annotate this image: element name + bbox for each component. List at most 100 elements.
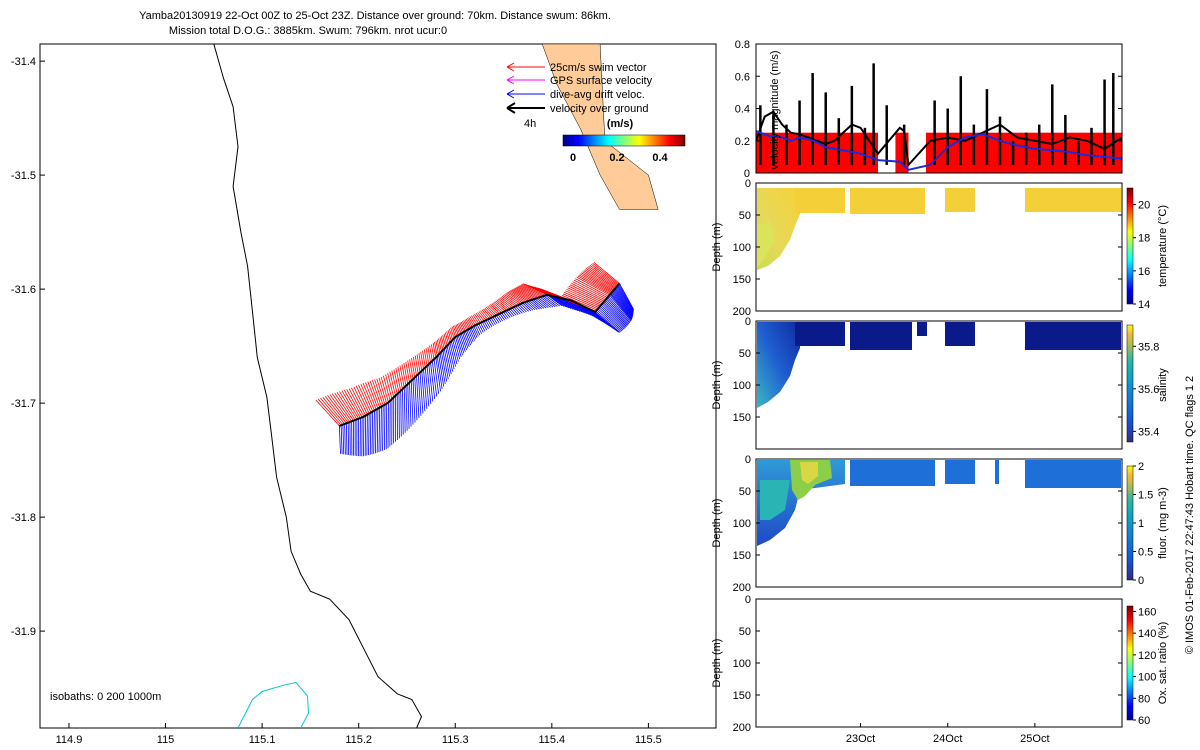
swim-vector: [360, 383, 374, 412]
map-panel: 114.9 115 115.1 115.2 115.3 115.4 115.5 -31.4-…: [11, 43, 717, 746]
swim-vector: [449, 328, 454, 340]
salinity-field-seg1: [795, 322, 845, 346]
drift-vector: [453, 338, 461, 360]
salinity-colorbar-ticks: 35.4 35.6 35.8: [1133, 341, 1159, 438]
temperature-colorbar-ticks: 14 16 18 20: [1133, 200, 1150, 311]
drift-vector: [610, 293, 633, 320]
date-tick-label: 25Oct: [1020, 733, 1049, 745]
swim-vector: [593, 262, 620, 284]
drift-vector: [532, 299, 545, 309]
swim-vector: [506, 292, 523, 304]
speed-colorbar-tick-2: 0.4: [652, 152, 668, 164]
drift-vector: [467, 329, 474, 343]
swim-vector: [450, 327, 455, 339]
drift-vector: [545, 295, 560, 307]
salinity-field-seg3: [917, 322, 927, 336]
drift-vector: [480, 322, 486, 332]
drift-vector: [428, 364, 434, 402]
vector-field: [315, 262, 635, 457]
drift-vector: [382, 405, 384, 451]
swim-vector: [420, 351, 424, 370]
drift-vector: [522, 302, 532, 311]
swim-vector: [516, 286, 539, 299]
oxygen-colorbar: [1126, 605, 1134, 721]
swim-vector: [492, 302, 504, 313]
map-ytick-label: -31.5: [11, 170, 36, 182]
swim-vector: [422, 350, 426, 368]
velocity-ytick-label: 0: [744, 168, 750, 180]
swim-vector: [494, 301, 506, 312]
swim-vector: [488, 305, 499, 315]
velocity-ytick-label: 0.6: [735, 71, 750, 83]
drift-vector: [448, 344, 455, 370]
salinity-colorbar: [1126, 324, 1134, 443]
drift-vector: [599, 305, 625, 330]
drift-vector: [594, 311, 619, 333]
swim-vector: [564, 291, 600, 308]
drift-vector: [445, 347, 452, 375]
shore-land: [541, 44, 659, 210]
swim-vector: [576, 276, 610, 296]
drift-vector: [511, 307, 519, 315]
swim-vector: [445, 332, 449, 345]
colorbar-tick-label: 18: [1138, 233, 1150, 245]
swim-vector: [565, 290, 601, 307]
swim-vector: [401, 364, 407, 386]
colorbar-tick-label: 140: [1138, 628, 1156, 640]
drift-vector: [485, 320, 491, 329]
depth-tick-label: 100: [733, 242, 751, 254]
swim-vector: [458, 323, 463, 333]
drift-vector: [419, 372, 424, 414]
map-xtick-label: 115.4: [538, 734, 565, 746]
fluor-y-axis: 0 50 100 150 200: [733, 454, 1122, 594]
swim-vector: [425, 348, 430, 365]
drift-vector: [506, 310, 513, 318]
legend-gps-arrowhead: [506, 75, 515, 85]
swim-vector: [566, 288, 602, 306]
drift-vector: [376, 408, 379, 453]
swim-vector: [585, 268, 616, 289]
colorbar-tick-label: 0: [1138, 575, 1144, 587]
drift-vector: [410, 380, 414, 425]
swim-vector: [569, 284, 605, 302]
colorbar-tick-label: 35.4: [1138, 426, 1159, 438]
drift-vector: [452, 339, 459, 362]
drift-vector: [614, 288, 634, 316]
fluor-field-seg2: [945, 460, 975, 484]
depth-tick-label: 150: [733, 412, 751, 424]
swim-vector: [341, 390, 360, 419]
oxygen-panel: 0 50 100 150 200 23Oct 24Oct 25Oct Depth (m) 6…: [711, 594, 1169, 745]
drift-vector: [550, 295, 567, 308]
velocity-ylabel: velocity magnitude (m/s): [769, 50, 781, 169]
fluor-field-seg4: [1025, 460, 1121, 488]
swim-vector: [447, 330, 452, 342]
drift-vector: [371, 411, 374, 455]
swim-vector: [429, 345, 433, 362]
drift-vector: [373, 410, 375, 454]
drift-vector: [435, 357, 441, 392]
legend-swim-arrowhead: [506, 62, 515, 72]
velocity-ytick-label: 0.4: [735, 104, 750, 116]
colorbar-tick-label: 1: [1138, 518, 1144, 530]
drift-vector: [508, 309, 515, 317]
drift-vector: [548, 294, 565, 307]
fluor-field-bloom-core: [800, 462, 818, 484]
depth-tick-label: 50: [739, 626, 751, 638]
swim-vector: [387, 373, 395, 398]
drift-vector: [499, 313, 505, 321]
salinity-ylabel: Depth (m): [711, 361, 723, 410]
drift-vector: [559, 297, 579, 312]
swim-vector: [329, 394, 351, 423]
swim-vector: [567, 287, 603, 305]
drift-vector: [608, 296, 631, 323]
drift-vector: [613, 289, 633, 318]
fluor-colorbar: [1126, 465, 1134, 581]
temperature-colorbar-label: temperature (°C): [1157, 205, 1169, 287]
velocity-ytick-label: 0.8: [735, 39, 750, 51]
swim-vector: [385, 374, 393, 400]
drift-vector: [338, 425, 341, 454]
swim-vector: [378, 377, 388, 404]
swim-vector: [430, 344, 435, 360]
drift-vector: [449, 342, 456, 367]
swim-vector: [505, 293, 522, 305]
